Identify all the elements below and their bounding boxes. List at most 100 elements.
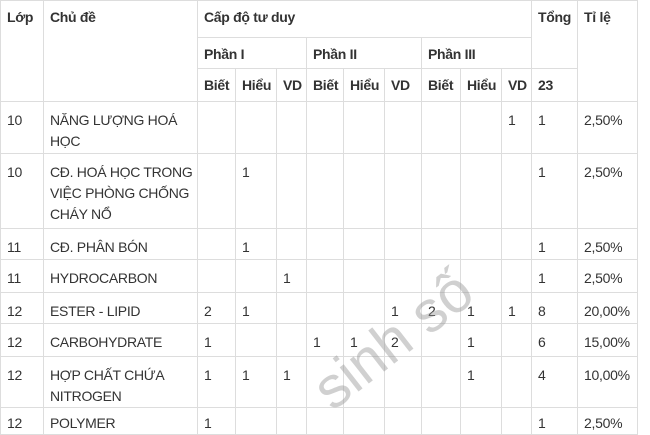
cell-count <box>235 407 277 435</box>
cell-lop: 12 <box>0 407 44 435</box>
cell-count <box>306 259 344 293</box>
table-row: 11 HYDROCARBON 1 1 2,50% <box>0 259 639 293</box>
cell-count <box>500 259 533 293</box>
table-row: 11 CĐ. PHÂN BÓN 1 1 2,50% <box>0 228 639 260</box>
cell-count <box>421 228 461 260</box>
cell-count <box>421 323 461 357</box>
cell-count <box>343 407 385 435</box>
cell-count: 1 <box>460 323 502 357</box>
cell-lop: 12 <box>0 323 44 357</box>
table-row: 10 NĂNG LƯỢNG HOÁ HỌC 1 1 2,50% <box>0 101 639 154</box>
header-level: VD <box>384 68 422 102</box>
cell-count: 1 <box>276 356 307 408</box>
header-ti-le: Tỉ lệ <box>577 0 639 102</box>
cell-count <box>306 407 344 435</box>
cell-chu-de: ESTER - LIPID <box>43 292 198 324</box>
cell-count: 1 <box>235 228 277 260</box>
cell-count: 1 <box>197 323 236 357</box>
cell-ti-le: 2,50% <box>577 101 639 154</box>
cell-ti-le: 2,50% <box>577 153 639 229</box>
cell-count <box>384 356 422 408</box>
cell-ti-le: 15,00% <box>577 323 639 357</box>
cell-count <box>276 153 307 229</box>
header-level: VD <box>276 68 307 102</box>
header-cap-do: Cấp độ tư duy <box>196 0 533 38</box>
cell-chu-de: HYDROCARBON <box>43 259 198 293</box>
cell-count <box>343 228 385 260</box>
cell-count: 2 <box>421 292 461 324</box>
cell-count <box>306 101 344 154</box>
cell-lop: 10 <box>0 153 44 229</box>
cell-count <box>276 101 307 154</box>
cell-count: 1 <box>500 292 533 324</box>
cell-count <box>306 292 344 324</box>
header-part-1: Phần I <box>197 37 307 69</box>
cell-count <box>343 259 385 293</box>
cell-count <box>276 323 307 357</box>
header-lop: Lớp <box>0 0 44 102</box>
cell-lop: 10 <box>0 101 44 154</box>
cell-count <box>421 259 461 293</box>
table-row: 10 CĐ. HOÁ HỌC TRONG VIỆC PHÒNG CHỐNG CHÁ… <box>0 153 639 229</box>
cell-count <box>384 153 422 229</box>
cell-count <box>500 407 533 435</box>
header-chu-de: Chủ đề <box>43 0 198 102</box>
cell-count <box>235 259 277 293</box>
cell-lop: 12 <box>0 356 44 408</box>
header-tong-value: 23 <box>531 68 579 102</box>
cell-count <box>500 323 533 357</box>
cell-lop: 11 <box>0 228 44 260</box>
cell-chu-de: CĐ. PHÂN BÓN <box>43 228 198 260</box>
cell-ti-le: 2,50% <box>577 259 639 293</box>
cell-tong: 1 <box>531 259 579 293</box>
cell-tong: 8 <box>531 292 579 324</box>
cell-count <box>276 407 307 435</box>
cell-ti-le: 10,00% <box>577 356 639 408</box>
table-row: 12 CARBOHYDRATE 1 1 1 2 1 6 15,00% <box>0 323 639 357</box>
cell-count <box>384 259 422 293</box>
cell-count <box>197 259 236 293</box>
cell-chu-de: CARBOHYDRATE <box>43 323 198 357</box>
cell-lop: 11 <box>0 259 44 293</box>
cell-tong: 1 <box>531 153 579 229</box>
cell-ti-le: 2,50% <box>577 407 639 435</box>
cell-count <box>235 323 277 357</box>
cell-count: 1 <box>235 356 277 408</box>
header-level: Hiểu <box>235 68 277 102</box>
cell-chu-de: NĂNG LƯỢNG HOÁ HỌC <box>43 101 198 154</box>
cell-tong: 1 <box>531 228 579 260</box>
cell-lop: 12 <box>0 292 44 324</box>
cell-count: 1 <box>197 356 236 408</box>
cell-count <box>460 259 502 293</box>
cell-tong: 6 <box>531 323 579 357</box>
cell-tong: 1 <box>531 101 579 154</box>
header-level: Biết <box>306 68 344 102</box>
header-level: Biết <box>197 68 236 102</box>
cell-count: 1 <box>235 153 277 229</box>
table-row: 12 HỢP CHẤT CHỨA NITROGEN 1 1 1 1 4 10,00% <box>0 356 639 408</box>
cell-count: 1 <box>500 101 533 154</box>
table-row: 12 POLYMER 1 1 2,50% <box>0 407 639 435</box>
cell-count <box>343 101 385 154</box>
cell-count <box>500 153 533 229</box>
header-part-2: Phần II <box>306 37 422 69</box>
cell-count <box>343 292 385 324</box>
header-level: Hiểu <box>460 68 502 102</box>
cell-chu-de: CĐ. HOÁ HỌC TRONG VIỆC PHÒNG CHỐNG CHÁY … <box>43 153 198 229</box>
cell-tong: 4 <box>531 356 579 408</box>
header-tong: Tổng <box>531 0 579 69</box>
cell-count <box>384 407 422 435</box>
cell-count <box>460 153 502 229</box>
cell-count <box>460 228 502 260</box>
cell-chu-de: POLYMER <box>43 407 198 435</box>
cell-count <box>197 101 236 154</box>
cell-chu-de: HỢP CHẤT CHỨA NITROGEN <box>43 356 198 408</box>
header-level: VD <box>500 68 533 102</box>
cell-count <box>306 153 344 229</box>
cell-count <box>343 356 385 408</box>
cell-count <box>197 228 236 260</box>
header-level: Hiểu <box>343 68 385 102</box>
header-part-3: Phần III <box>420 37 533 69</box>
cell-count <box>343 153 385 229</box>
